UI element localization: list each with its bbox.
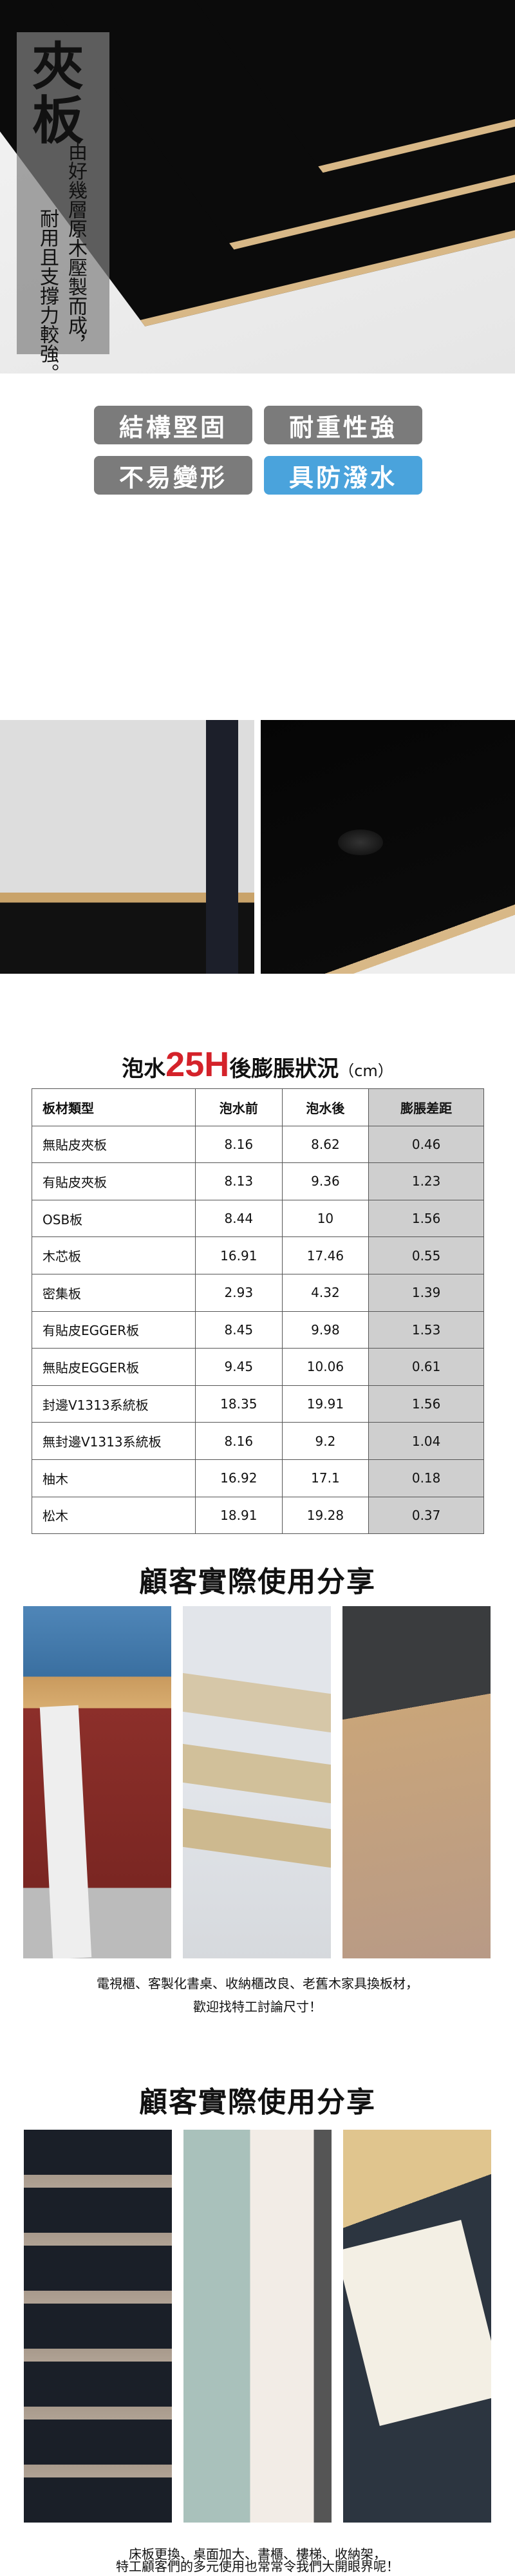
caption-line: 特工顧客們的多元使用也常常令我們大開眼界呢！ <box>116 2559 399 2574</box>
column-header: 膨脹差距 <box>368 1088 484 1126</box>
table-row: 有貼皮EGGER板 8.45 9.98 1.53 <box>32 1311 484 1349</box>
table-cell: 無貼皮夾板 <box>32 1125 196 1164</box>
table-cell: 9.36 <box>281 1162 370 1200</box>
table-cell: 8.13 <box>195 1162 283 1200</box>
waterproof-photo <box>261 720 515 974</box>
table-cell: 0.46 <box>368 1125 484 1164</box>
table-row: OSB板 8.44 10 1.56 <box>32 1199 484 1238</box>
table-cell: 19.91 <box>281 1385 370 1423</box>
table-cell: 8.16 <box>195 1125 283 1164</box>
title-unit: （cm） <box>339 1062 393 1080</box>
table-cell: 1.56 <box>368 1199 484 1238</box>
table-cell: 9.98 <box>281 1311 370 1349</box>
section-title: 顧客實際使用分享 <box>139 2086 376 2119</box>
caption-line: 床板更換、桌面加大、書櫃、樓梯、收納架， <box>129 2546 386 2562</box>
table-cell: 19.28 <box>281 1496 370 1535</box>
customer-photo-desk-book <box>343 2130 491 2523</box>
table-row: 無貼皮EGGER板 9.45 10.06 0.61 <box>32 1348 484 1386</box>
table-cell: 0.37 <box>368 1496 484 1535</box>
customer-photo-wardrobe <box>183 2130 332 2523</box>
customer-photo-bed <box>342 1606 491 1958</box>
table-cell: 16.91 <box>195 1236 283 1274</box>
title-prefix: 泡水 <box>122 1056 166 1082</box>
table-cell: 1.23 <box>368 1162 484 1200</box>
table-title: 泡水25H後膨脹狀況（cm） <box>0 1045 515 1084</box>
table-cell: 10.06 <box>281 1348 370 1386</box>
feature-badge-highlight: 具防潑水 <box>264 456 422 495</box>
feature-badge: 不易變形 <box>94 456 252 495</box>
table-row: 柚木 16.92 17.1 0.18 <box>32 1459 484 1497</box>
table-row: 有貼皮夾板 8.13 9.36 1.23 <box>32 1162 484 1200</box>
table-cell: 無貼皮EGGER板 <box>32 1348 196 1386</box>
table-cell: 0.61 <box>368 1348 484 1386</box>
table-cell: 有貼皮夾板 <box>32 1162 196 1200</box>
table-cell: 0.18 <box>368 1459 484 1497</box>
table-cell: 有貼皮EGGER板 <box>32 1311 196 1349</box>
table-cell: 1.04 <box>368 1422 484 1460</box>
shelf-photo <box>0 720 254 974</box>
table-cell: 9.45 <box>195 1348 283 1386</box>
column-header: 板材類型 <box>32 1088 196 1126</box>
feature-badge: 結構堅固 <box>94 406 252 444</box>
customer-photo-shelf <box>183 1606 331 1958</box>
table-row: 木芯板 16.91 17.46 0.55 <box>32 1236 484 1274</box>
table-cell: 8.44 <box>195 1199 283 1238</box>
table-cell: 0.55 <box>368 1236 484 1274</box>
table-cell: 密集板 <box>32 1273 196 1312</box>
table-row: 無封邊V1313系統板 8.16 9.2 1.04 <box>32 1422 484 1460</box>
table-cell: 8.62 <box>281 1125 370 1164</box>
table-row: 無貼皮夾板 8.16 8.62 0.46 <box>32 1125 484 1164</box>
section-title: 顧客實際使用分享 <box>139 1566 376 1598</box>
table-cell: OSB板 <box>32 1199 196 1238</box>
table-cell: 8.16 <box>195 1422 283 1460</box>
table-cell: 封邊V1313系統板 <box>32 1385 196 1423</box>
table-cell: 松木 <box>32 1496 196 1535</box>
hero-description-1: 由好幾層原木壓製而成， <box>64 142 87 354</box>
table-cell: 4.32 <box>281 1273 370 1312</box>
table-cell: 18.35 <box>195 1385 283 1423</box>
table-cell: 無封邊V1313系統板 <box>32 1422 196 1460</box>
table-cell: 17.1 <box>281 1459 370 1497</box>
customer-photo-desk <box>23 1606 171 1958</box>
table-cell: 2.93 <box>195 1273 283 1312</box>
table-cell: 1.56 <box>368 1385 484 1423</box>
hero-label-box <box>17 32 109 354</box>
hero-description-2: 耐用且支撐力較強。 <box>36 209 59 383</box>
hero-title: 夾板 <box>32 37 84 151</box>
table-cell: 10 <box>281 1199 370 1238</box>
table-cell: 16.92 <box>195 1459 283 1497</box>
caption-line: 電視櫃、客製化書桌、收納櫃改良、老舊木家具換板材， <box>97 1976 418 1991</box>
table-cell: 木芯板 <box>32 1236 196 1274</box>
column-header: 泡水後 <box>281 1088 370 1126</box>
title-highlight: 25H <box>165 1045 230 1084</box>
table-cell: 17.46 <box>281 1236 370 1274</box>
customer-photo-stairs <box>24 2130 172 2523</box>
column-header: 泡水前 <box>195 1088 283 1126</box>
table-row: 松木 18.91 19.28 0.37 <box>32 1496 484 1535</box>
table-row: 封邊V1313系統板 18.35 19.91 1.56 <box>32 1385 484 1423</box>
table-row: 密集板 2.93 4.32 1.39 <box>32 1273 484 1312</box>
table-cell: 8.45 <box>195 1311 283 1349</box>
table-cell: 18.91 <box>195 1496 283 1535</box>
table-header-row: 板材類型 泡水前 泡水後 膨脹差距 <box>32 1088 484 1126</box>
swelling-table: 板材類型 泡水前 泡水後 膨脹差距 無貼皮夾板 8.16 8.62 0.46 有貼皮夾板… <box>32 1088 484 1535</box>
caption-line: 歡迎找特工討論尺寸！ <box>193 1999 322 2014</box>
table-cell: 1.53 <box>368 1311 484 1349</box>
table-cell: 柚木 <box>32 1459 196 1497</box>
table-cell: 1.39 <box>368 1273 484 1312</box>
title-suffix: 後膨脹狀況 <box>229 1056 339 1082</box>
feature-badge: 耐重性強 <box>264 406 422 444</box>
table-cell: 9.2 <box>281 1422 370 1460</box>
